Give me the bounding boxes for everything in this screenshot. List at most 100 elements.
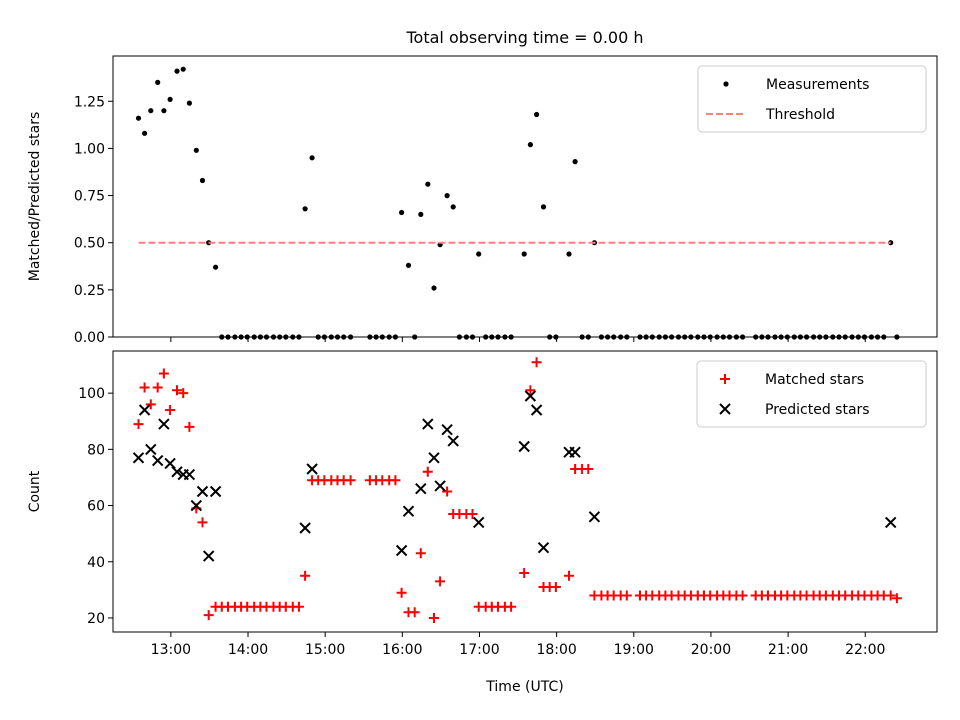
y-tick-label: 40 [87,555,105,571]
matched-star-point [467,509,478,519]
measurement-point [213,264,219,270]
matched-star-point [429,613,439,623]
matched-star-point [415,548,426,559]
predicted-star-point [209,485,222,498]
matched-star-point [442,486,453,497]
measurement-point [199,177,206,184]
measurement-point [174,68,180,74]
x-tick-label: 13:00 [151,642,191,658]
y-tick-label: 1.25 [74,94,105,110]
predicted-star-point [524,390,537,402]
x-tick-label: 19:00 [614,642,654,658]
matched-star-point [422,466,433,477]
legend-box [696,360,927,428]
predicted-star-point [299,522,311,534]
matched-star-point [203,610,214,621]
axes-frame [112,350,938,633]
measurement-point [444,193,450,199]
legend-marker-dot [723,81,729,87]
predicted-star-point [145,443,157,456]
measurement-point [399,209,405,216]
measurement-point [521,251,527,257]
y-tick-label: 0.25 [74,283,105,299]
measurement-point [418,211,424,217]
matched-star-point [197,517,208,528]
matched-star-point [390,475,401,486]
predicted-star-point [132,452,145,464]
bottom-panel: 20 40 60 80 100 13:00 14:00 15:00 16:00 17:00 18:0… [27,350,938,695]
matched-star-point [885,590,896,601]
y-tick-label: 60 [87,499,105,515]
matched-star-point [525,385,536,396]
predicted-star-point [196,485,209,498]
predicted-star-point [151,454,164,467]
legend-marker-plus [720,374,730,384]
measurement-point [405,262,412,268]
matched-star-point [158,368,169,379]
matched-star-point [621,590,632,601]
matched-star-point [737,590,748,601]
x-tick-label: 21:00 [768,642,808,658]
matched-star-point [178,388,189,399]
x-axis-label: Time (UTC) [485,679,563,695]
predicted-star-point [569,446,581,458]
predicted-star-point [164,457,176,470]
measurement-point [572,159,578,165]
matched-star-point [133,419,144,430]
measurement-point [186,100,192,106]
measurement-point [566,251,572,257]
predicted-star-point [395,544,408,557]
matched-star-point [172,385,182,396]
axes-frame [112,55,938,338]
predicted-star-point [518,440,530,453]
x-tick-label: 16:00 [382,642,422,658]
measurement-point [302,206,308,212]
matched-star-point [345,475,356,486]
measurement-point [425,181,431,187]
matched-star-point [409,607,420,618]
measurement-point [180,66,186,72]
measurement-point [888,240,894,246]
matched-star-point [583,464,594,474]
legend-box [697,65,927,133]
measurement-point [142,130,148,136]
measurement-point [135,115,142,121]
measurement-point [476,251,482,257]
predicted-star-point [202,550,215,562]
y-tick-label: 0.50 [74,236,105,252]
measurement-point [540,204,547,210]
predicted-star-point [306,463,318,475]
predicted-star-point [530,404,543,416]
legend-label: Threshold [765,107,835,123]
predicted-star-point [428,452,440,464]
measurement-point [167,96,173,102]
y-tick-label: 80 [87,442,105,458]
matched-star-point [293,601,304,612]
series-matched-stars [133,357,902,623]
matched-star-point [506,601,517,612]
predicted-star-point [402,505,415,517]
matched-star-point [300,570,311,581]
matched-star-point [550,582,561,592]
top-chart-title: Total observing time = 0.00 h [405,28,643,47]
y-tick-label: 100 [78,386,105,402]
y-tick-label: 20 [87,611,105,627]
y-tick-label: 0.75 [74,189,105,205]
legend-marker-x [719,403,731,415]
predicted-star-point [138,404,151,416]
predicted-star-point [537,541,550,554]
predicted-star-point [441,423,453,436]
predicted-star-point [171,466,183,478]
x-tick-label: 18:00 [536,642,576,658]
legend-label: Predicted stars [765,402,870,418]
predicted-star-point [434,480,446,492]
legend: Measurements Threshold [697,65,927,133]
predicted-star-point [884,516,897,529]
matched-star-point [435,576,446,587]
x-tick-label: 17:00 [459,642,499,658]
x-tick-label: 20:00 [691,642,731,658]
x-tick-label: 22:00 [845,642,885,658]
measurement-point [527,142,534,148]
x-tick-label: 14:00 [228,642,268,658]
